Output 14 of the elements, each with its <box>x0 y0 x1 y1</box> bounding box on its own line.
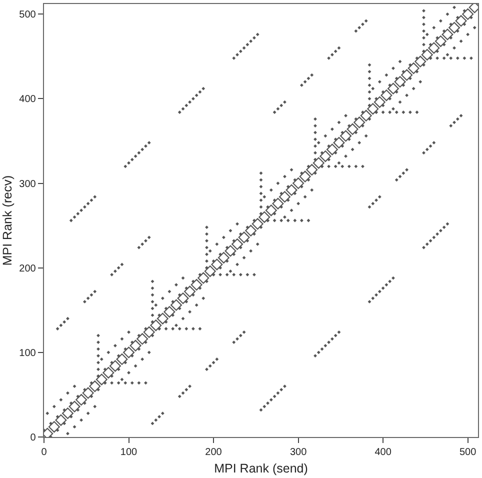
x-tick-label: 500 <box>459 447 477 458</box>
x-tick-label: 400 <box>374 447 392 458</box>
y-tick-label: 0 <box>30 432 36 444</box>
y-tick-label: 400 <box>19 94 36 106</box>
y-axis-title: MPI Rank (recv) <box>0 175 14 266</box>
x-tick-label: 100 <box>120 447 138 458</box>
y-tick-label: 100 <box>19 348 36 359</box>
x-tick-label: 300 <box>290 447 308 458</box>
y-tick-label: 300 <box>19 178 36 190</box>
x-tick-label: 200 <box>205 447 222 458</box>
y-tick-label: 200 <box>19 263 36 274</box>
x-tick-label: 0 <box>41 447 48 458</box>
y-tick-label: 500 <box>19 10 36 21</box>
x-axis-title: MPI Rank (send) <box>214 461 308 476</box>
